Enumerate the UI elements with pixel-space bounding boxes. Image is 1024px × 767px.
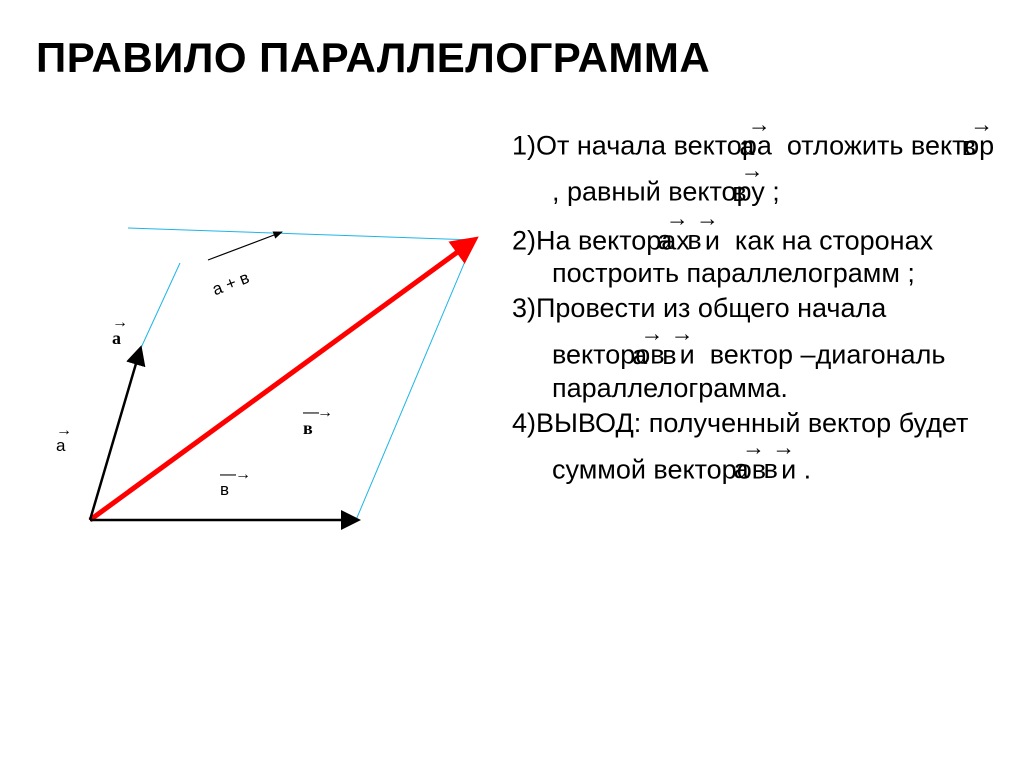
- sum-label-arrow: [208, 232, 282, 260]
- b-bold-label: —→ в: [303, 408, 331, 439]
- sum-vector: [90, 240, 474, 520]
- instruction-item-2: 2)На векторах а и в как на сторонах пост…: [512, 211, 1002, 290]
- a-bold-label: → а: [112, 318, 127, 349]
- instruction-item-4: 4)ВЫВОД: полученный вектор будет суммой …: [512, 407, 1002, 486]
- construction-line-left: [140, 263, 180, 350]
- instruction-item-3: 3)Провести из общего начала векторов а и…: [512, 292, 1002, 404]
- vector-diagram: [20, 200, 490, 540]
- vector-a-bold: [90, 350, 140, 520]
- page-title: ПРАВИЛО ПАРАЛЛЕЛОГРАММА: [36, 34, 710, 82]
- a-small-label: → а: [56, 426, 71, 456]
- instruction-item-1: 1)От начала вектора а отложить вектор в,…: [512, 116, 1002, 209]
- construction-line-top: [128, 228, 474, 240]
- instruction-list: 1)От начала вектора а отложить вектор в,…: [512, 116, 1002, 488]
- b-small-label: —→ в: [220, 470, 250, 500]
